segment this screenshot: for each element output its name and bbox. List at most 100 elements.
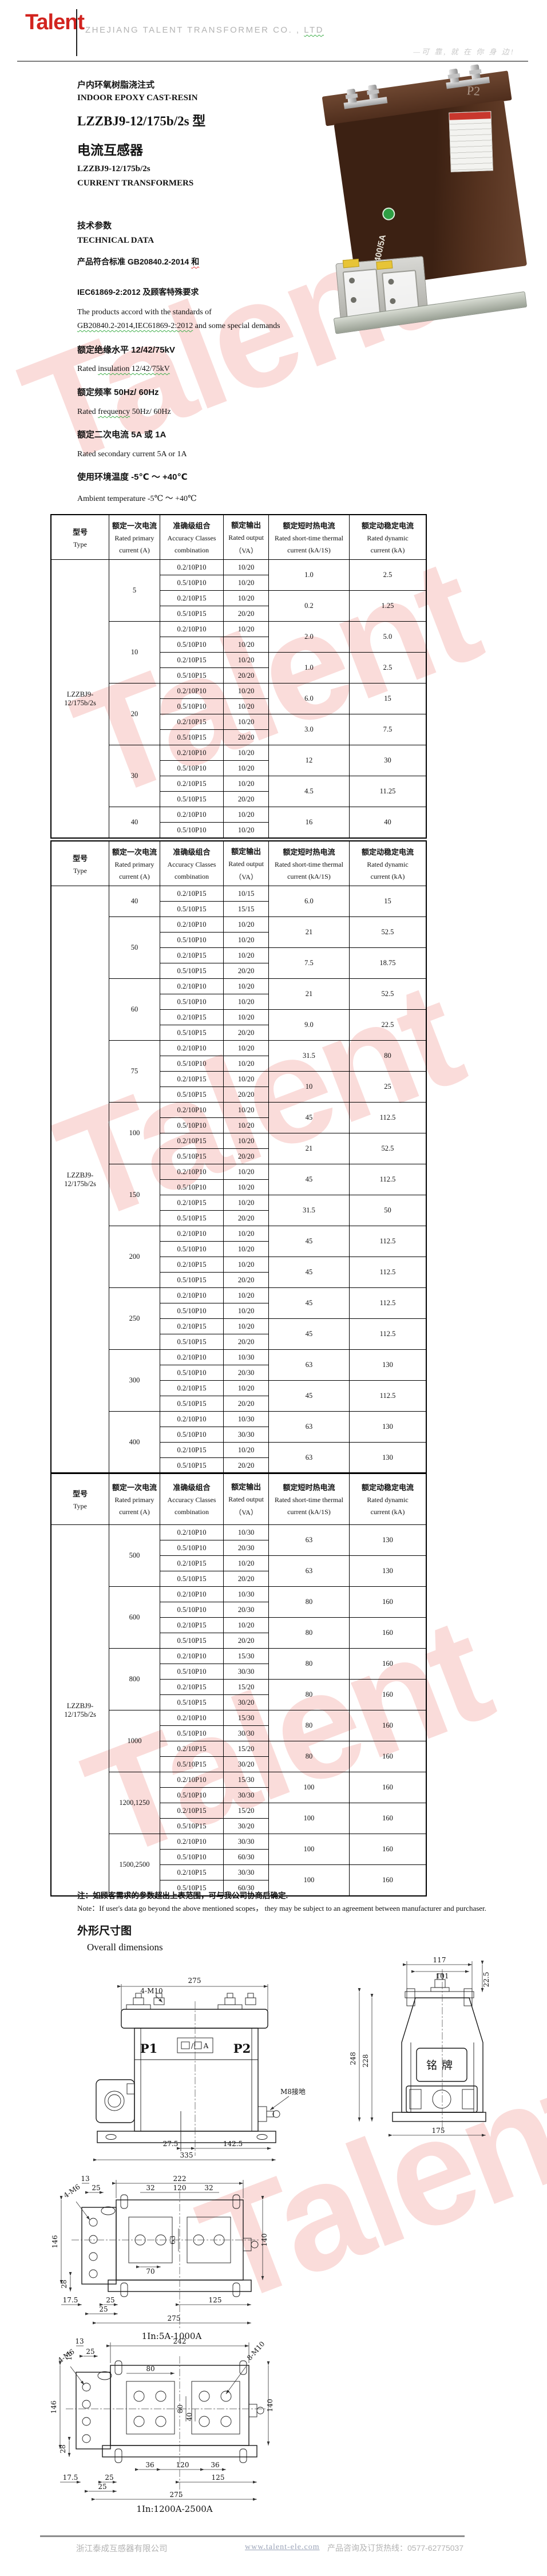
table-cell: 20/30 [223,1365,269,1381]
bolt-label: 4-M10 [140,1987,162,1995]
table-cell: 63 [268,1349,350,1381]
table-row: 0.5/10P10 30/30 [51,1427,426,1443]
table-cell: 0.2/10P10 [159,1772,224,1788]
table-cell: 112.5 [348,1380,427,1412]
table-cell: 10/20 [223,590,269,606]
table-row: 800 0.2/10P10 15/30 80 160 [51,1648,427,1710]
table-cell: 21 [268,1133,350,1164]
table-cell: 0.2/10P15 [159,947,224,963]
table-header-cell: 额定输出 Rated output （VA） [223,1472,269,1525]
header-rule [17,61,528,62]
table-cell: 0.5/10P15 [159,606,224,622]
table-cell: 15 [348,683,427,714]
table-row: 0.5/10P10 10/20 [51,575,426,591]
table-cell: 130 [348,1524,427,1556]
table-cell: 1.0 [268,652,350,683]
dim-label: 25 [98,2483,106,2491]
table-cell: 10/20 [223,745,269,761]
table-cell: 10/20 [223,1117,269,1133]
dim-label: 142.5 [223,2140,243,2148]
dim-label: 25 [92,2184,100,2192]
dim-label: 28 [59,2444,67,2453]
table-cell: 0.5/10P10 [159,575,224,591]
table-cell: 0.2/10P10 [159,559,224,575]
footer-website-link[interactable]: www.talent-ele.com [245,2543,320,2551]
table-cell: 80 [268,1710,350,1741]
table-row: 0.5/10P15 15/15 [51,901,426,917]
dim-label: 140 [266,2399,274,2412]
table-row: 30 0.2/10P10 10/20 12 30 [51,745,427,807]
table-cell: 63 [268,1555,350,1587]
table-cell: 10/30 [223,1349,269,1365]
table-cell: 10/20 [223,575,269,591]
table-cell: 30/20 [223,1694,269,1710]
dim-label: 40 [185,2412,193,2421]
table-cell: 6.0 [268,886,350,917]
product-en: CURRENT TRANSFORMERS [77,179,194,188]
standards-en-2b: and some special demands [193,322,280,330]
warning-label [376,260,393,270]
table-cell: 80 [348,1040,427,1072]
table-cell: 0.5/10P15 [159,963,224,979]
ct-terminal-stud [449,68,459,84]
table-header-cell: 额定动稳定电流 Rated dynamic current (kA) [348,840,427,886]
drawing-side-view: 117 101 22.5 铭牌 248 228 175 [349,1957,490,2137]
table-cell: 150 [109,1164,160,1226]
table-row: 0.2/10P15 10/20 0.2 1.25 [51,590,427,622]
table-cell: 10/20 [223,1226,269,1242]
table-cell: 16 [268,807,350,839]
table-cell: 30/30 [223,1725,269,1741]
table-row: 600 0.2/10P10 10/30 80 160 [51,1586,427,1649]
dimensions-heading-en: Overall dimensions [87,1942,163,1953]
table-cell: 11.25 [348,776,427,807]
dim-label: 120 [176,2461,189,2469]
table-cell: 0.2/10P15 [159,886,224,902]
table-cell: 80 [268,1617,350,1649]
table-cell: 112.5 [348,1287,427,1319]
table-header-cell: 准确级组合 Accuracy Classes combination [159,840,224,886]
table-cell: 0.5/10P15 [159,791,224,807]
table-cell: 63 [268,1524,350,1556]
drawing-bottom-view-2: 242 13 13 25 80 8-M10 4-M6 80 40 140 [50,2337,274,2514]
table-cell: 0.5/10P10 [159,1602,224,1618]
table-cell: 0.2/10P10 [159,1834,224,1850]
table-cell: 160 [348,1864,427,1897]
table-cell: 20/20 [223,1334,269,1350]
table-header-cell: 额定输出 Rated output （VA） [223,514,269,560]
frequency-en-b: frequency [98,408,130,416]
table-row: 0.5/10P10 60/30 [51,1849,426,1865]
table-cell: 0.2/10P10 [159,978,224,994]
table-cell: 0.2/10P15 [159,776,224,792]
table-cell: 10/20 [223,621,269,637]
table-cell: 15/20 [223,1679,269,1695]
standards-zh-2: IEC61869-2:2012 及顾客特殊要求 [77,287,199,297]
table-cell: 0.2/10P10 [159,807,224,823]
dim-label: 32 [204,2184,213,2192]
table-row: 250 0.2/10P10 10/20 45 112.5 [51,1287,427,1350]
table-cell: 100 [268,1864,350,1897]
table-cell: 40 [348,807,427,839]
table-cell: LZZBJ9-12/175b/2s [50,886,110,1474]
table-cell: 10/20 [223,947,269,963]
table-cell: 0.2 [268,590,350,622]
standards-en-2a: GB20840.2-2014,IEC61869-2:2012 [77,322,193,330]
table-cell: 10/20 [223,683,269,699]
table-cell: 25 [348,1071,427,1103]
table-cell: 0.2/10P15 [159,1442,224,1458]
table-cell: 20/20 [223,791,269,807]
dim-label: 25 [99,2305,108,2313]
table-cell: 20/20 [223,729,269,745]
dim-label: 222 [173,2175,187,2183]
table-header-cell: 型号 Type [50,514,110,560]
table-cell: 0.2/10P15 [159,1741,224,1757]
table-cell: 0.5/10P15 [159,901,224,917]
table-cell: 0.5/10P15 [159,1334,224,1350]
table-header-cell: 型号 Type [50,840,110,886]
frequency-en-c: 50Hz/ 60Hz [130,408,171,416]
talent-logo: Talent [25,10,85,34]
table-cell: 9.0 [268,1009,350,1041]
table-cell: 30/30 [223,1834,269,1850]
table-cell: 10/20 [223,1040,269,1056]
table-cell: 0.2/10P10 [159,1226,224,1242]
title-en: INDOOR EPOXY CAST-RESIN [77,93,198,102]
